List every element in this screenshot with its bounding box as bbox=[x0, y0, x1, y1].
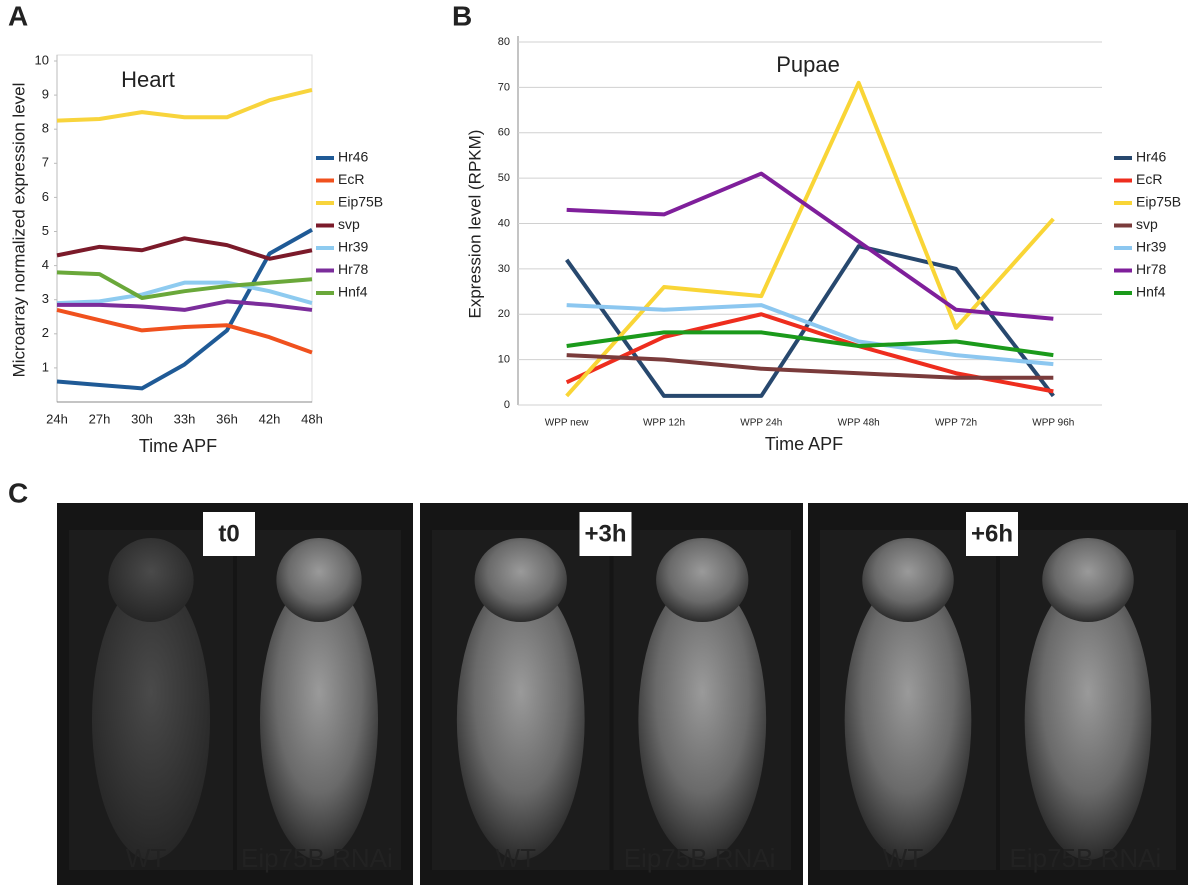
x-tick-label: 36h bbox=[216, 411, 238, 426]
y-tick-label: 30 bbox=[498, 263, 510, 275]
chart-title: Heart bbox=[121, 67, 175, 92]
legend-label: Eip75B bbox=[338, 194, 383, 210]
series-line bbox=[56, 280, 313, 306]
panel-label: C bbox=[8, 477, 28, 508]
y-tick-label: 4 bbox=[42, 257, 49, 272]
legend-label: Hr39 bbox=[338, 239, 369, 255]
y-tick-label: 9 bbox=[42, 87, 49, 102]
pupa-body bbox=[1024, 580, 1152, 860]
pupa-head bbox=[1042, 538, 1134, 622]
pupa-body bbox=[456, 580, 585, 860]
series-line bbox=[566, 330, 1054, 358]
panel-label: B bbox=[452, 0, 472, 31]
time-label-box bbox=[203, 512, 255, 556]
legend-label: Hr39 bbox=[1136, 239, 1167, 255]
series-line bbox=[56, 228, 313, 391]
pupa-body bbox=[91, 580, 211, 860]
series-line bbox=[56, 88, 313, 123]
image-caption: WT bbox=[126, 843, 167, 873]
plot-frame bbox=[56, 54, 313, 403]
pupa-head bbox=[474, 538, 567, 622]
time-label: +3h bbox=[584, 520, 626, 547]
image-caption: Eip75B RNAi bbox=[624, 843, 776, 873]
x-axis-label: Time APF bbox=[765, 434, 843, 454]
y-tick-label: 6 bbox=[42, 189, 49, 204]
legend-label: EcR bbox=[338, 171, 364, 187]
y-tick-label: 8 bbox=[42, 121, 49, 136]
legend-label: Eip75B bbox=[1136, 194, 1181, 210]
y-tick-label: 3 bbox=[42, 291, 49, 306]
series-line bbox=[56, 236, 313, 261]
image-caption: WT bbox=[883, 843, 924, 873]
pupa-body bbox=[844, 580, 972, 860]
image-caption: Eip75B RNAi bbox=[241, 843, 393, 873]
x-tick-label: 30h bbox=[131, 411, 153, 426]
x-tick-label: 48h bbox=[301, 411, 323, 426]
chart-title: Pupae bbox=[776, 52, 840, 77]
x-tick-label: WPP 96h bbox=[1032, 418, 1074, 429]
image-caption: Eip75B RNAi bbox=[1010, 843, 1162, 873]
legend-label: Hr46 bbox=[1136, 149, 1167, 165]
image-caption: WT bbox=[496, 843, 537, 873]
pupa-head bbox=[656, 538, 749, 622]
y-tick-label: 40 bbox=[498, 217, 510, 229]
time-label-box bbox=[966, 512, 1018, 556]
y-tick-label: 70 bbox=[498, 81, 510, 93]
x-tick-label: 42h bbox=[259, 411, 281, 426]
y-tick-label: 1 bbox=[42, 359, 49, 374]
series-line bbox=[565, 244, 1055, 398]
y-tick-label: 20 bbox=[498, 308, 510, 320]
x-tick-label: WPP 48h bbox=[838, 418, 880, 429]
x-tick-label: WPP 12h bbox=[643, 418, 685, 429]
y-tick-label: 10 bbox=[35, 52, 49, 67]
x-tick-label: 33h bbox=[174, 411, 196, 426]
series-line bbox=[57, 299, 313, 312]
x-tick-label: WPP 72h bbox=[935, 418, 977, 429]
pupa-body bbox=[259, 580, 379, 860]
series-line bbox=[566, 353, 1054, 380]
y-tick-label: 60 bbox=[498, 127, 510, 139]
legend-label: svp bbox=[1136, 216, 1158, 232]
panel-label: A bbox=[8, 0, 28, 31]
legend-label: Hr78 bbox=[338, 261, 369, 277]
image-panels: t0 WT Eip75B RNAi +3h WT Eip75B RNAi +6h WT Eip7… bbox=[57, 503, 1188, 885]
pupa-head bbox=[108, 538, 194, 622]
x-tick-label: WPP new bbox=[545, 418, 589, 429]
legend-label: Hnf4 bbox=[1136, 284, 1166, 300]
series-line bbox=[565, 312, 1054, 394]
time-label: t0 bbox=[218, 520, 239, 547]
y-tick-label: 5 bbox=[42, 223, 49, 238]
series-line bbox=[566, 171, 1054, 321]
pupa-head bbox=[862, 538, 954, 622]
y-tick-label: 7 bbox=[42, 155, 49, 170]
y-tick-label: 80 bbox=[498, 36, 510, 48]
legend-label: Hnf4 bbox=[338, 284, 368, 300]
legend-label: EcR bbox=[1136, 171, 1162, 187]
y-tick-label: 50 bbox=[498, 172, 510, 184]
legend-label: Hr46 bbox=[338, 149, 369, 165]
series-line bbox=[566, 303, 1054, 367]
y-axis-label: Microarray normalized expression level bbox=[9, 83, 28, 378]
x-axis-label: Time APF bbox=[139, 436, 217, 456]
y-axis-label: Expression level (RPKM) bbox=[465, 130, 484, 319]
series-line bbox=[56, 270, 313, 300]
pupa-body bbox=[638, 580, 767, 860]
legend-label: Hr78 bbox=[1136, 261, 1167, 277]
pupa-head bbox=[276, 538, 362, 622]
legend-label: svp bbox=[338, 216, 360, 232]
time-label-box bbox=[579, 512, 632, 556]
y-tick-label: 2 bbox=[42, 325, 49, 340]
y-tick-label: 0 bbox=[504, 399, 510, 411]
series-line bbox=[56, 307, 313, 355]
x-tick-label: WPP 24h bbox=[740, 418, 782, 429]
time-label: +6h bbox=[971, 520, 1013, 547]
x-tick-label: 24h bbox=[46, 411, 68, 426]
x-tick-label: 27h bbox=[89, 411, 111, 426]
y-tick-label: 10 bbox=[498, 354, 510, 366]
